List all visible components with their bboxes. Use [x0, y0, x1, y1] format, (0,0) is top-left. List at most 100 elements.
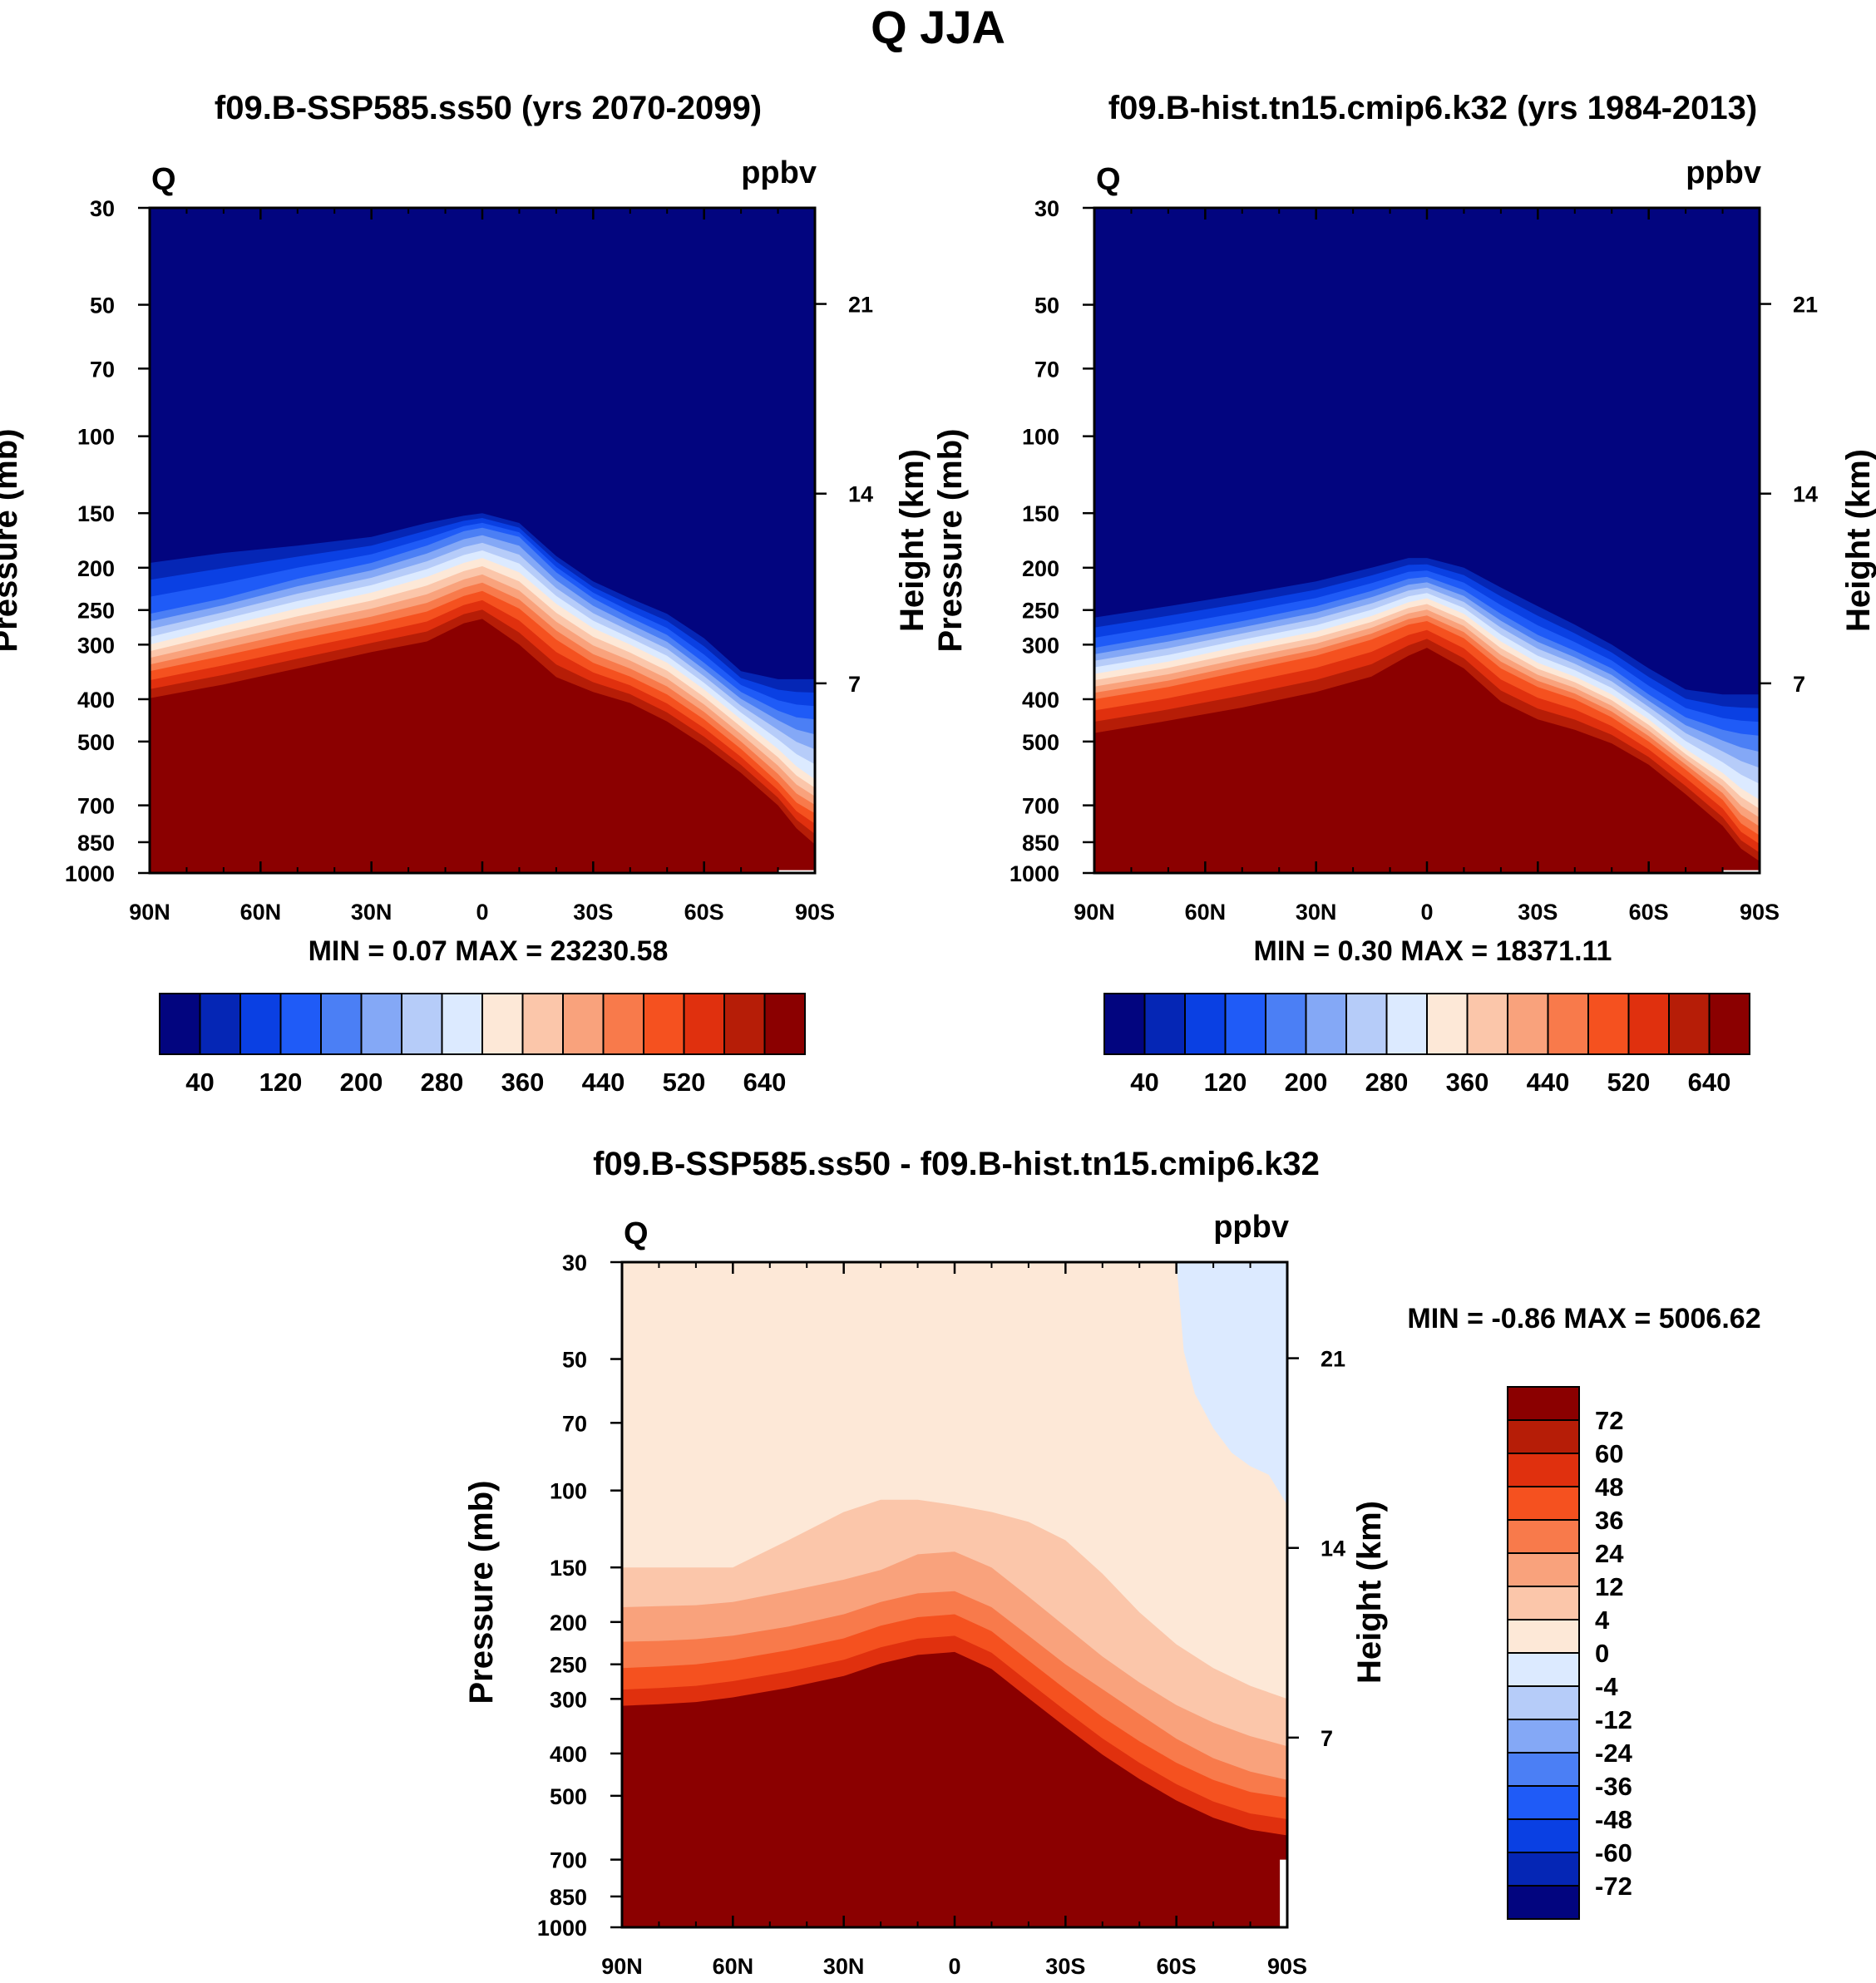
panel-title: f09.B-SSP585.ss50 - f09.B-hist.tn15.cmip…	[593, 1146, 1320, 1182]
min-max-text: MIN = -0.86 MAX = 5006.62	[1407, 1303, 1760, 1334]
x-tick-label: 0	[476, 900, 488, 925]
missing-data-area	[1280, 1859, 1287, 1927]
panel-3: 90N 60N 30N 0 30S 60S 90S305070100150200250300…	[463, 1146, 1761, 1979]
colorbar-swatch	[1466, 993, 1508, 1055]
colorbar-label: -72	[1595, 1872, 1632, 1901]
colorbar-label: 4	[1595, 1606, 1610, 1635]
y2-tick-label: 21	[1793, 293, 1818, 318]
colorbar-label: 60	[1595, 1439, 1623, 1468]
x-tick-label: 90N	[129, 900, 170, 925]
x-tick-label: 30S	[573, 900, 613, 925]
colorbar-label: 200	[340, 1068, 383, 1097]
colorbar-swatch	[1507, 1719, 1580, 1754]
colorbar-swatch	[1507, 1486, 1580, 1521]
x-tick-label: 60N	[1185, 900, 1227, 925]
y-tick-label: 400	[1022, 688, 1059, 713]
y-tick-label: 150	[77, 501, 115, 526]
y-tick-label: 30	[562, 1250, 587, 1275]
x-tick-label: 30S	[1518, 900, 1558, 925]
x-tick-label: 0	[1420, 900, 1433, 925]
min-max-text: MIN = 0.30 MAX = 18371.11	[1254, 935, 1612, 967]
y-tick-label: 400	[550, 1742, 587, 1767]
x-tick-label: 60N	[240, 900, 282, 925]
x-tick-label: 90N	[1074, 900, 1115, 925]
colorbar-label: 440	[582, 1068, 625, 1097]
contour-fill-group	[150, 208, 815, 873]
colorbar-label: -4	[1595, 1672, 1618, 1701]
colorbar-swatch	[1507, 1685, 1580, 1720]
x-tick-label: 90S	[1267, 1954, 1307, 1979]
variable-label: Q	[1096, 162, 1121, 197]
y-tick-label: 150	[1022, 501, 1059, 526]
colorbar-label: 520	[1607, 1068, 1651, 1097]
colorbar-label: 48	[1595, 1472, 1623, 1502]
colorbar-label: 520	[663, 1068, 706, 1097]
units-label: ppbv	[741, 155, 817, 190]
x-tick-label: 30S	[1045, 1954, 1085, 1979]
colorbar-swatch	[199, 993, 241, 1055]
contour-band	[622, 1651, 1287, 1927]
y-axis-title: Pressure (mb)	[932, 429, 969, 653]
colorbar-swatch	[1507, 1386, 1580, 1421]
colorbar-swatch	[1587, 993, 1630, 1055]
y-axis-title: Pressure (mb)	[0, 429, 24, 653]
colorbar-swatch	[723, 993, 766, 1055]
y-tick-label: 500	[77, 730, 115, 755]
colorbar-label: 280	[421, 1068, 464, 1097]
colorbar-swatch	[1305, 993, 1347, 1055]
y2-axis-title: Height (km)	[1351, 1501, 1388, 1684]
y2-tick-label: 7	[848, 672, 861, 697]
colorbar-label: 280	[1365, 1068, 1409, 1097]
y-tick-label: 200	[77, 556, 115, 581]
colorbar-swatch	[1627, 993, 1670, 1055]
colorbar-label: 120	[1204, 1068, 1247, 1097]
x-tick-label: 0	[948, 1954, 960, 1979]
colorbar-label: 72	[1595, 1406, 1623, 1435]
y-tick-label: 250	[77, 599, 115, 624]
colorbar-swatch	[441, 993, 483, 1055]
x-tick-label: 60N	[713, 1954, 754, 1979]
colorbar-label: 360	[501, 1068, 545, 1097]
y-tick-label: 1000	[537, 1916, 587, 1941]
y2-tick-label: 21	[848, 293, 873, 318]
colorbar-swatch	[320, 993, 363, 1055]
y-tick-label: 300	[77, 633, 115, 658]
colorbar-label: -12	[1595, 1705, 1632, 1734]
y-tick-label: 700	[1022, 794, 1059, 819]
y-tick-label: 70	[90, 357, 115, 382]
plots-layer: 90N 60N 30N 0 30S 60S 90S305070100150200250300…	[0, 90, 1876, 1979]
colorbar-swatch	[1103, 993, 1146, 1055]
colorbar-swatch	[1547, 993, 1589, 1055]
colorbar-label: 120	[259, 1068, 303, 1097]
colorbar-label: 24	[1595, 1539, 1624, 1568]
colorbar-swatch	[1507, 1586, 1580, 1620]
y-tick-label: 250	[550, 1653, 587, 1678]
colorbar-swatch	[1668, 993, 1711, 1055]
y-tick-label: 150	[550, 1556, 587, 1581]
colorbar-swatch	[683, 993, 725, 1055]
x-tick-label: 90S	[795, 900, 835, 925]
colorbar-label: 640	[743, 1068, 787, 1097]
colorbar-swatch	[1507, 1752, 1580, 1787]
colorbar-swatch	[1507, 1852, 1580, 1887]
figure-title: Q JJA	[871, 1, 1005, 53]
colorbar-swatch	[602, 993, 644, 1055]
colorbar-swatch	[159, 993, 201, 1055]
units-label: ppbv	[1686, 155, 1761, 190]
panel-1: 90N 60N 30N 0 30S 60S 90S 30 50 70 100 150 200 250 300…	[0, 90, 931, 1097]
x-tick-label: 60S	[1157, 1954, 1197, 1979]
colorbar-label: 12	[1595, 1572, 1623, 1601]
colorbar-swatch	[1265, 993, 1307, 1055]
x-tick-label: 60S	[1629, 900, 1669, 925]
missing-data-area	[778, 870, 815, 873]
colorbar-label: 36	[1595, 1506, 1623, 1535]
colorbar-label: 40	[185, 1068, 214, 1097]
y2-tick-label: 7	[1321, 1726, 1333, 1751]
colorbar-label: 360	[1446, 1068, 1489, 1097]
units-label: ppbv	[1213, 1210, 1289, 1245]
y-tick-label: 50	[562, 1348, 587, 1373]
colorbar-swatch	[1507, 1619, 1580, 1654]
y2-tick-label: 14	[1321, 1537, 1345, 1561]
y2-tick-label: 7	[1793, 672, 1805, 697]
